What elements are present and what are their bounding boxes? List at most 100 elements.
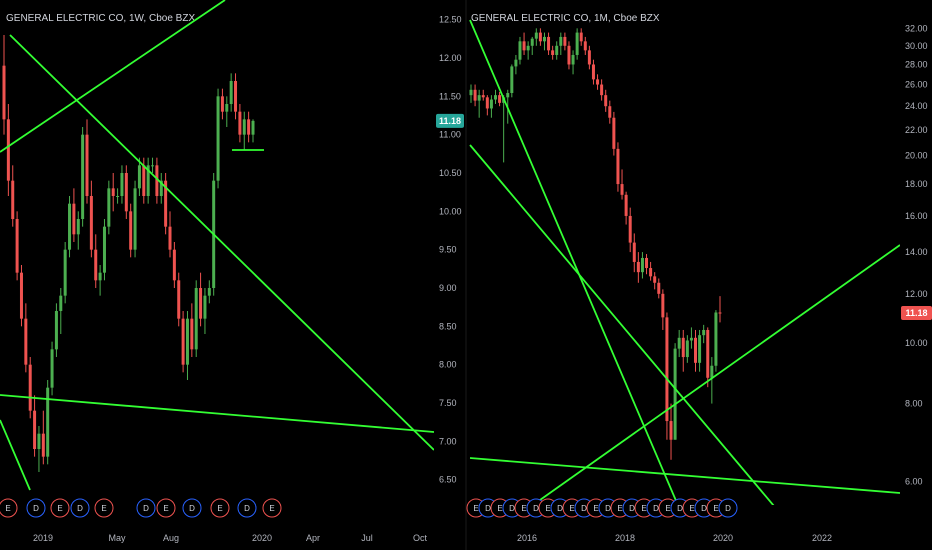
monthly-panel-candle-body [567,45,571,65]
weekly-panel-candle-body [89,196,93,250]
weekly-panel-candle-body [59,295,63,311]
monthly-panel-candle-body [530,38,534,46]
weekly-panel-candle-body [151,165,155,167]
weekly-panel-candle-body [24,318,28,365]
weekly-panel-event-label: D [143,504,149,513]
weekly-panel-candle-body [76,219,80,235]
weekly-panel-candle-body [164,180,168,227]
monthly-panel-y-tick-label: 18.00 [905,179,928,189]
weekly-panel-candle-body [41,433,45,457]
monthly-panel-candle-body [718,312,722,314]
weekly-panel-candle-body [251,120,255,135]
weekly-panel-y-tick-label: 9.00 [439,283,457,293]
weekly-panel-y-tick-label: 8.00 [439,360,457,370]
weekly-panel-candle-body [28,364,32,411]
weekly-panel-earnings-marker [50,498,70,518]
monthly-panel-candle-body [604,95,608,107]
weekly-panel-candle-body [155,165,159,196]
monthly-panel-x-tick-label: 2022 [812,533,832,543]
weekly-panel-x-tick-label: 2020 [252,533,272,543]
weekly-panel-candle-body [94,249,98,281]
monthly-panel-candle-body [600,84,604,96]
monthly-panel-candle-body [673,348,677,440]
weekly-panel-event-label: E [5,504,10,513]
weekly-panel-candle-body [133,188,137,250]
weekly-panel-event-label: D [33,504,39,513]
weekly-panel-y-tick-label: 8.50 [439,321,457,331]
monthly-panel-candle-body [714,312,718,366]
monthly-panel-candle-body [481,95,485,98]
weekly-panel-dividend-marker [182,498,202,518]
monthly-panel-candle-body [473,89,477,101]
weekly-panel-candle-body [234,81,238,112]
monthly-panel-candle-body [665,317,669,422]
monthly-panel-y-tick-label: 26.00 [905,80,928,90]
weekly-panel-candle-body [172,249,176,281]
weekly-panel-candle-body [46,387,50,457]
weekly-panel-candle-body [6,119,10,181]
monthly-panel-trendlines [469,19,900,505]
monthly-panel-x-tick-label: 2018 [615,533,635,543]
weekly-panel-candle-body [225,104,229,112]
weekly-panel-candle-body [242,119,246,135]
weekly-panel-candle-body [11,180,15,219]
monthly-panel-candle-body [591,64,595,80]
monthly-panel-y-tick-label: 12.00 [905,289,928,299]
monthly-panel-candle-body [583,41,587,51]
weekly-panel-earnings-marker [156,498,176,518]
monthly-panel-candle-body [608,106,612,118]
monthly-panel-y-tick-label: 8.00 [905,399,923,409]
weekly-panel-y-tick-label: 12.50 [439,15,462,25]
weekly-panel-trendline [0,419,31,491]
monthly-panel-y-tick-label: 20.00 [905,151,928,161]
weekly-panel-y-tick-label: 10.50 [439,168,462,178]
weekly-panel-candle-body [63,249,67,296]
weekly-panel-candle-body [159,180,163,196]
monthly-panel-candle-body [710,365,714,378]
monthly-panel-event-label: E [593,504,598,513]
weekly-panel-y-tick-label: 9.50 [439,245,457,255]
weekly-panel-y-tick-label: 11.00 [439,130,461,140]
weekly-panel-candle-body [111,188,115,196]
weekly-panel-candle-body [33,410,37,449]
weekly-panel-y-tick-label: 6.50 [439,475,457,485]
monthly-panel-candle-body [469,89,473,96]
weekly-panel-candle-body [107,188,111,227]
monthly-panel-candle-body [506,92,510,98]
monthly-panel-trendline [469,457,900,494]
monthly-panel-candle-body [489,99,493,109]
monthly-panel-candle-body [534,32,538,39]
monthly-panel-candle-body [636,261,640,273]
monthly-panel-event-label: E [689,504,694,513]
weekly-panel-candle-body [37,433,41,449]
monthly-panel-candle-body [657,282,661,294]
weekly-panel-candle-body [98,272,102,281]
weekly-panel-x-tick-label: 2019 [33,533,53,543]
monthly-panel-candle-body [542,36,546,42]
weekly-panel-candle-body [247,119,251,135]
monthly-panel-y-tick-label: 14.00 [905,247,928,257]
monthly-panel-event-label: D [701,504,707,513]
monthly-panel-candle-body [498,95,502,103]
monthly-panel-candle-body [477,95,481,101]
monthly-panel-candle-body [681,337,685,358]
monthly-panel-trendline [539,244,900,501]
monthly-panel-candle-body [612,117,616,149]
weekly-panel-candle-body [81,134,85,219]
weekly-panel-candle-body [129,211,133,250]
monthly-panel-candle-body [649,268,653,277]
monthly-panel-event-label: E [497,504,502,513]
weekly-panel-y-tick-label: 7.50 [439,398,457,408]
monthly-panel-last-price-badge [901,305,932,320]
weekly-panel-dividend-marker [26,498,46,518]
weekly-panel-earnings-marker [262,498,282,518]
weekly-panel-x-tick-label: May [108,533,126,543]
monthly-panel-candle-body [632,242,636,262]
weekly-panel-candle-body [116,196,120,197]
monthly-panel-candle-body [698,335,702,363]
monthly-panel-event-label: D [653,504,659,513]
monthly-panel-event-label: E [641,504,646,513]
monthly-panel-event-label: D [677,504,683,513]
weekly-panel-candle-body [194,288,198,350]
